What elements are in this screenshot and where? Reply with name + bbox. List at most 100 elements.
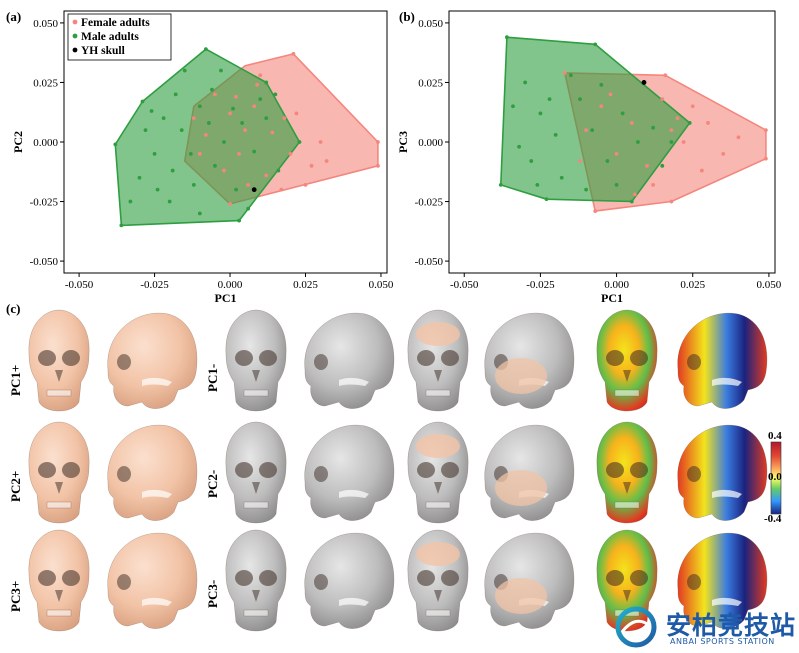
point-male-adults-28 bbox=[143, 128, 148, 132]
nasal-cavity bbox=[623, 482, 631, 494]
skull-side-r1-c1 bbox=[107, 312, 198, 409]
teeth bbox=[46, 501, 72, 509]
point-female-adults-23 bbox=[309, 163, 314, 168]
point-female-adults-17 bbox=[578, 159, 582, 163]
point-female-adults-8 bbox=[282, 116, 287, 121]
teeth bbox=[425, 389, 451, 397]
cranium-shape bbox=[677, 532, 768, 629]
point-female-adults-8 bbox=[699, 168, 704, 173]
row-label-pc3-minus: PC3- bbox=[205, 579, 220, 608]
point-female-adults-21 bbox=[632, 192, 637, 197]
nasal-cavity bbox=[623, 590, 631, 602]
panel-c-letter: (c) bbox=[6, 301, 21, 316]
point-female-adults-26 bbox=[255, 82, 260, 87]
cranium-shape bbox=[28, 309, 90, 412]
point-male-adults-31 bbox=[188, 152, 193, 156]
point-female-adults-20 bbox=[736, 135, 741, 140]
point-female-adults-20 bbox=[191, 116, 196, 121]
x-tick-label: -0.050 bbox=[450, 279, 479, 291]
overlay-patch-side-r3 bbox=[495, 578, 547, 614]
nasal-cavity bbox=[434, 590, 442, 602]
point-male-adults-4 bbox=[544, 197, 549, 202]
skull-side-r2-c4 bbox=[677, 424, 768, 521]
point-female-adults-6 bbox=[706, 121, 710, 125]
orbit-left bbox=[606, 350, 624, 366]
point-female-adults-15 bbox=[228, 111, 232, 116]
y-tick-label: 0.050 bbox=[33, 18, 58, 30]
orbit-right bbox=[630, 570, 648, 586]
colorbar-min-label: -0.4 bbox=[764, 513, 782, 525]
legend-marker bbox=[72, 19, 78, 25]
cranium-shape bbox=[304, 424, 395, 521]
point-male-adults-32 bbox=[231, 106, 235, 111]
skull-side-r3-c4 bbox=[677, 532, 768, 629]
point-female-adults-22 bbox=[294, 111, 299, 116]
point-male-adults-8 bbox=[173, 92, 178, 97]
orbit bbox=[314, 466, 328, 482]
point-male-adults-23 bbox=[246, 206, 251, 211]
orbit-left bbox=[38, 350, 56, 366]
point-male-adults-25 bbox=[669, 140, 674, 144]
point-male-adults-14 bbox=[213, 163, 217, 168]
skull-front-r1-c4 bbox=[596, 309, 658, 412]
point-male-adults-0 bbox=[203, 47, 208, 52]
watermark-sub-text: ANBAI SPORTS STATION bbox=[670, 637, 775, 646]
orbit-left bbox=[235, 570, 253, 586]
overlay-patch-side-r2 bbox=[495, 470, 547, 506]
teeth bbox=[614, 389, 640, 397]
point-female-adults-12 bbox=[645, 163, 649, 168]
overlay-patch-front-r3 bbox=[416, 542, 460, 566]
zygomatic-gap bbox=[339, 377, 369, 386]
point-female-adults-3 bbox=[228, 202, 232, 206]
overlay-patch-front-r1 bbox=[416, 322, 460, 346]
point-female-adults-9 bbox=[681, 140, 686, 144]
skull-front-r2-c4 bbox=[596, 421, 658, 524]
orbit-right bbox=[62, 350, 80, 366]
point-female-adults-0 bbox=[291, 51, 296, 56]
point-male-adults-14 bbox=[605, 159, 610, 163]
skull-side-r2-c1 bbox=[107, 424, 198, 521]
cranium-shape bbox=[28, 529, 90, 632]
point-male-adults-23 bbox=[614, 182, 619, 187]
x-tick-label: -0.025 bbox=[526, 279, 555, 291]
point-male-adults-36 bbox=[149, 109, 154, 113]
point-male-adults-30 bbox=[258, 97, 263, 102]
point-female-adults-11 bbox=[660, 97, 665, 102]
orbit-left bbox=[606, 462, 624, 478]
skull-side-r1-c2 bbox=[304, 312, 395, 409]
orbit-left bbox=[38, 570, 56, 586]
point-male-adults-5 bbox=[498, 182, 503, 187]
point-female-adults-4 bbox=[669, 199, 674, 204]
teeth bbox=[46, 389, 72, 397]
x-tick-label: 0.000 bbox=[604, 279, 629, 291]
teeth bbox=[46, 609, 72, 617]
point-female-adults-17 bbox=[213, 92, 217, 97]
point-female-adults-25 bbox=[246, 182, 251, 187]
teeth bbox=[243, 609, 269, 617]
watermark-main-text: 安柏竞技站 bbox=[666, 611, 797, 640]
cranium-shape bbox=[107, 532, 198, 629]
orbit-left bbox=[235, 350, 253, 366]
point-male-adults-3 bbox=[629, 199, 634, 204]
skull-front-r2-c2 bbox=[225, 421, 287, 524]
row-label-pc1-plus: PC1+ bbox=[8, 364, 23, 396]
orbit-right bbox=[62, 570, 80, 586]
point-male-adults-19 bbox=[547, 97, 552, 102]
orbit-right bbox=[630, 350, 648, 366]
orbit-right bbox=[259, 570, 277, 586]
point-female-adults-7 bbox=[721, 152, 726, 156]
point-female-adults-13 bbox=[629, 121, 634, 125]
point-male-adults-11 bbox=[559, 175, 564, 180]
x-tick-label: 0.050 bbox=[757, 279, 782, 291]
y-tick-label: 0.025 bbox=[418, 77, 443, 89]
zygomatic-gap bbox=[712, 377, 742, 386]
nasal-cavity bbox=[434, 370, 442, 382]
watermark-logo-icon bbox=[615, 606, 657, 648]
scatter-panel-b: -0.050 -0.025 0.000 0.025 0.050 0.050 0.025 0.0… bbox=[396, 10, 782, 305]
y-tick-label: -0.025 bbox=[30, 197, 59, 209]
legend-marker bbox=[72, 33, 78, 39]
point-male-adults-26 bbox=[511, 104, 515, 109]
zygomatic-gap bbox=[142, 489, 172, 498]
row-label-pc3-plus: PC3+ bbox=[8, 580, 23, 612]
